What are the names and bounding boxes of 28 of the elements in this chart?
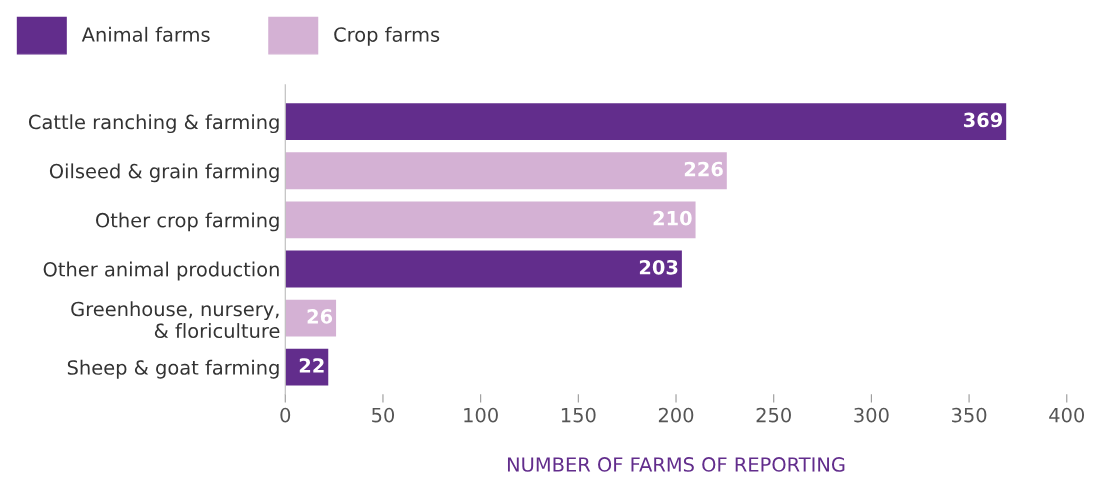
data-label: 26	[307, 309, 333, 324]
y-tick-label: Greenhouse, nursery, & floriculture	[71, 301, 280, 339]
x-tick-label: 200	[658, 407, 694, 423]
data-label: 203	[639, 259, 678, 275]
x-tick-label: 150	[561, 407, 596, 423]
y-tick-label: Other animal production	[43, 261, 279, 281]
x-tick-label: 250	[756, 407, 791, 423]
legend-label: Crop farms	[334, 26, 440, 46]
y-tick-label: Cattle ranching & farming	[28, 114, 279, 134]
y-tick-label: Other crop farming	[96, 212, 279, 232]
legend-label: Animal farms	[81, 26, 210, 42]
x-tick-label: 300	[854, 407, 889, 423]
y-tick-label: Oilseed & grain farming	[49, 163, 279, 183]
bar	[285, 250, 682, 288]
x-axis-title: NUMBER OF FARMS OF REPORTING	[507, 457, 845, 472]
x-tick-label: 0	[280, 407, 291, 423]
bar	[285, 103, 1007, 141]
data-label: 226	[684, 161, 723, 177]
bar	[285, 201, 696, 239]
x-tick-label: 400	[1049, 407, 1085, 423]
x-tick-label: 50	[372, 407, 395, 423]
y-tick-label: Sheep & goat farming	[67, 359, 279, 379]
data-label: 210	[653, 210, 692, 226]
x-tick-label: 350	[952, 407, 987, 423]
data-label: 369	[963, 112, 1003, 128]
x-tick-label: 100	[464, 407, 498, 423]
data-label: 22	[299, 358, 324, 373]
bar	[285, 152, 727, 190]
